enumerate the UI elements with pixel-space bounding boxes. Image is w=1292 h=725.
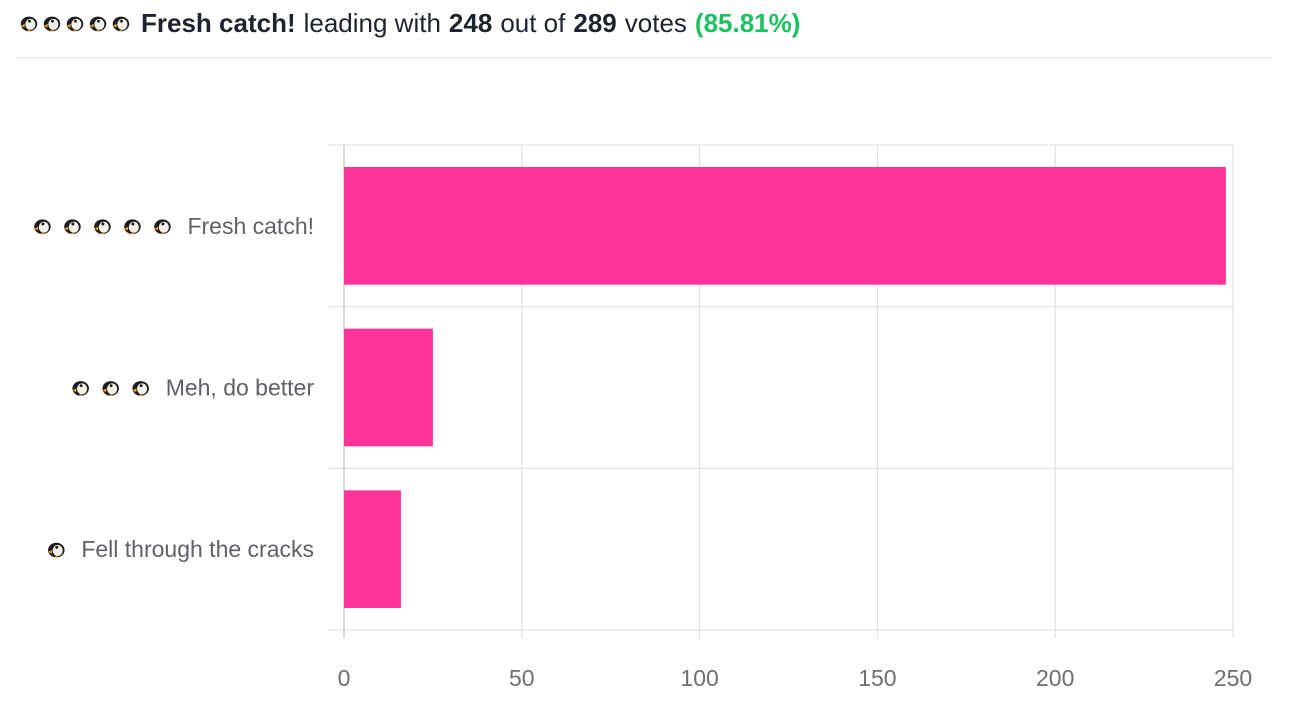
bar <box>344 167 1226 285</box>
bar <box>344 328 433 447</box>
penguin-icon <box>20 16 38 32</box>
x-tick-label: 100 <box>680 665 718 691</box>
bar <box>344 490 401 608</box>
penguin-icon <box>66 16 84 32</box>
penguin-icon <box>154 219 171 235</box>
penguin-icon <box>102 381 119 396</box>
penguin-icon <box>43 16 61 32</box>
penguin-icon <box>89 16 107 32</box>
penguin-icon <box>124 219 141 235</box>
summary-penguin-icons <box>18 12 133 34</box>
x-tick-label: 150 <box>858 665 896 691</box>
leader-name: Fresh catch! <box>141 7 296 38</box>
penguin-icon <box>112 16 130 32</box>
leader-votes: 248 <box>448 7 493 38</box>
leader-percent: (85.81%) <box>694 7 801 38</box>
penguin-icon <box>132 381 149 396</box>
penguin-icon <box>48 542 65 558</box>
poll-summary: Fresh catch! leading with 248 out of 289… <box>18 4 800 42</box>
x-tick-label: 200 <box>1036 665 1074 691</box>
divider <box>16 57 1272 58</box>
x-tick-label: 0 <box>338 665 351 691</box>
category-label: Fell through the cracks <box>81 536 314 562</box>
x-tick-label: 50 <box>509 665 535 691</box>
votes-text: votes <box>624 7 687 38</box>
penguin-icon <box>72 381 89 396</box>
total-votes: 289 <box>573 7 617 38</box>
category-label: Fresh catch! <box>187 213 314 239</box>
penguin-icon <box>94 219 111 235</box>
category-label: Meh, do better <box>166 375 315 401</box>
penguin-icon <box>34 219 51 235</box>
out-of-text: out of <box>500 7 566 38</box>
penguin-icon <box>64 219 81 235</box>
x-tick-label: 250 <box>1214 665 1252 691</box>
leading-text: leading with <box>303 7 441 38</box>
